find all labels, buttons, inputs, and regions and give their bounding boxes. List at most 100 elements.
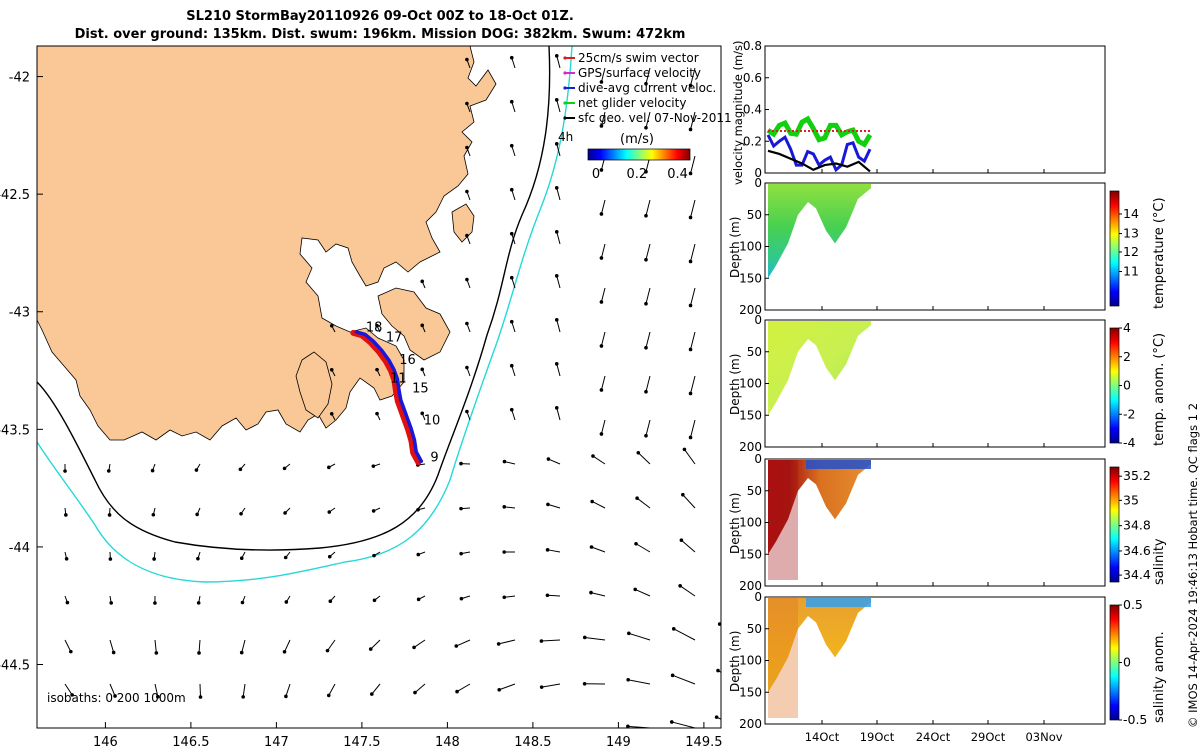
depth-ylabel: Depth (m) xyxy=(728,354,742,415)
velocity-arrow xyxy=(456,683,471,693)
velocity-arrow-head xyxy=(65,600,70,605)
velocity-arrow xyxy=(558,727,560,728)
lat-tick-label: -42.5 xyxy=(0,188,30,203)
velocity-arrow-head xyxy=(106,469,111,473)
surface-layer-band xyxy=(806,460,871,469)
velocity-arrow-head xyxy=(688,303,693,308)
velocity-arrow xyxy=(735,420,740,439)
velocity-arrow xyxy=(645,287,651,304)
velocity-arrow-head xyxy=(465,57,469,62)
map-latitude-ticks: -42 -42.5 -43 -43.5 -44 -44.5 xyxy=(0,71,43,674)
credit-line: © IMOS 14-Apr-2024 19:46:13 Hobart time.… xyxy=(1186,402,1200,728)
depth-panel: 0 50 100 150 200 Depth (m) 34.4 34.6 34.8 35 35.2 s… xyxy=(728,452,1167,593)
velocity-arrow-head xyxy=(69,649,73,654)
velocity-arrow-head xyxy=(545,593,550,598)
velocity-arrow-head xyxy=(420,411,425,416)
velocity-arrow-head xyxy=(375,411,379,416)
colorbar-tick-label: -2 xyxy=(1123,406,1135,421)
velocity-arrow xyxy=(716,716,721,720)
velocity-arrow-head xyxy=(730,444,734,448)
velocity-arrow-head xyxy=(459,506,463,511)
velocity-arrow xyxy=(199,683,202,698)
velocity-arrow xyxy=(327,639,336,651)
velocity-arrow-head xyxy=(70,693,74,697)
velocity-arrow-head xyxy=(371,464,376,468)
velocity-arrow xyxy=(735,200,740,219)
colorbar-tick-label: 0 xyxy=(1123,378,1131,393)
velocity-arrow xyxy=(690,331,696,350)
track-day-label: 11 xyxy=(390,372,407,387)
velocity-arrow xyxy=(556,187,561,201)
velocity-arrow-head xyxy=(688,127,693,132)
velocity-arrow-head xyxy=(678,584,682,588)
velocity-arrow-head xyxy=(195,512,199,517)
velocity-arrow-head xyxy=(509,407,514,412)
velocity-arrow xyxy=(284,639,291,652)
velocity-arrow xyxy=(154,639,157,653)
depth-y-tick-label: 150 xyxy=(739,685,762,699)
map-longitude-ticks: 146 146.5 147 147.5 148 148.5 149 149.5 xyxy=(93,722,723,750)
velocity-arrow-head xyxy=(546,502,550,507)
velocity-arrow-head xyxy=(465,101,469,106)
velocity-arrow xyxy=(682,494,696,509)
velocity-arrow-head xyxy=(63,469,67,473)
legend-label: dive-avg current veloc. xyxy=(578,81,716,95)
velocity-arrow-head xyxy=(157,738,161,742)
velocity-arrow xyxy=(556,275,561,289)
lat-tick-label: -42 xyxy=(9,71,30,86)
velocity-arrow xyxy=(109,683,116,697)
velocity-arrow-head xyxy=(154,651,159,655)
velocity-arrow-head xyxy=(412,645,416,650)
velocity-arrow-head xyxy=(502,595,507,600)
velocity-arrow xyxy=(498,639,516,645)
velocity-arrow-head xyxy=(509,231,514,236)
lon-tick-label: 149 xyxy=(606,735,631,750)
legend-swatch-dot xyxy=(563,56,567,60)
velocity-arrow-head xyxy=(688,83,693,88)
velocity-arrow-head xyxy=(150,468,155,473)
velocity-arrow-head xyxy=(465,277,469,282)
velocity-arrow-head xyxy=(634,541,638,546)
velocity-arrow-head xyxy=(545,548,550,552)
depth-ylabel: Depth (m) xyxy=(728,631,742,692)
velocity-arrow-head xyxy=(671,627,676,631)
colorbar-tick-label: 35 xyxy=(1123,492,1139,507)
velocity-arrow-head xyxy=(416,552,421,557)
velocity-arrow-head xyxy=(283,555,288,560)
colorbar-tick-label: 11 xyxy=(1123,264,1139,279)
depth-section-field xyxy=(768,460,871,555)
depth-y-tick-label: 150 xyxy=(739,408,762,422)
velocity-arrow xyxy=(673,628,696,641)
velocity-arrow-head xyxy=(372,553,376,558)
velocity-arrow xyxy=(645,67,651,84)
velocity-arrow-head xyxy=(679,538,684,543)
velocity-arrow-head xyxy=(156,694,160,699)
depth-y-tick-label: 0 xyxy=(754,452,762,466)
velocity-arrow-head xyxy=(64,513,68,517)
velocity-y-tick-label: 0.6 xyxy=(743,71,762,85)
velocity-arrow-head xyxy=(368,647,373,651)
velocity-arrow-head xyxy=(627,631,631,636)
velocity-arrow-head xyxy=(240,600,245,605)
velocity-arrow-head xyxy=(375,367,379,372)
velocity-arrow-head xyxy=(644,389,648,394)
deep-layer-band xyxy=(768,598,798,718)
velocity-arrow xyxy=(541,639,561,642)
time-tick-label: 19Oct xyxy=(860,730,895,744)
velocity-arrow xyxy=(690,155,696,174)
lon-tick-label: 148.5 xyxy=(514,735,551,750)
velocity-arrow-head xyxy=(196,556,200,561)
velocity-arrow-head xyxy=(64,557,69,561)
velocity-arrow-head xyxy=(688,391,693,396)
velocity-arrow-head xyxy=(328,738,332,742)
lon-tick-label: 147.5 xyxy=(343,735,380,750)
velocity-arrow xyxy=(635,588,651,597)
depth-panel: 0 50 100 150 200 Depth (m) -0.5 0 0.5 salinity an… xyxy=(728,590,1167,731)
track-day-label: 15 xyxy=(412,382,429,397)
velocity-arrow-head xyxy=(714,715,719,719)
velocity-arrow xyxy=(556,99,561,113)
land-tasman-peninsula xyxy=(377,287,451,361)
velocity-arrow-head xyxy=(194,468,199,472)
